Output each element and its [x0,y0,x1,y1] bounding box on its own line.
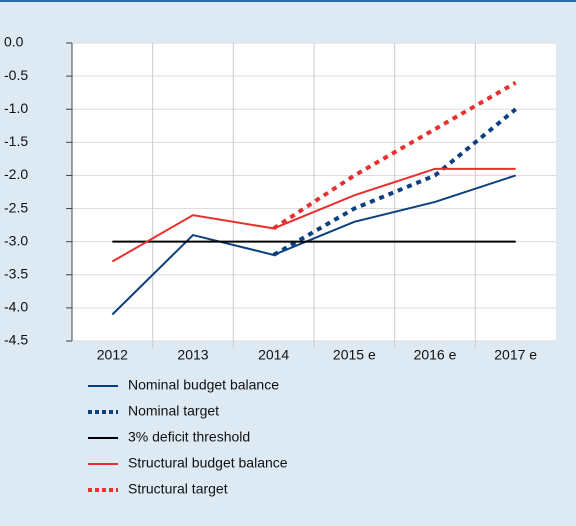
y-tick-label: -1.5 [4,133,28,149]
series-line [111,174,516,316]
y-tick-label: -1.0 [4,100,28,116]
top-border [0,0,576,2]
legend-label: Nominal target [128,403,219,419]
y-tick-label: -3.0 [4,232,28,248]
series-line [272,80,517,231]
legend-label: Nominal budget balance [128,377,279,393]
y-tick-label: -0.5 [4,67,28,83]
legend-label: Structural budget balance [128,455,288,471]
x-tick-label: 2017 e [494,347,537,363]
y-tick-label: -4.0 [4,299,28,315]
series-line [111,167,516,263]
y-tick-label: -2.5 [4,199,28,215]
x-tick-label: 2014 [258,347,289,363]
y-tick-label: -2.0 [4,166,28,182]
x-tick-label: 2015 e [333,347,376,363]
series-line [272,107,517,257]
legend-label: Structural target [128,481,228,497]
x-tick-label: 2016 e [414,347,457,363]
legend-label: 3% deficit threshold [128,429,250,445]
x-tick-label: 2013 [177,347,208,363]
y-tick-label: -3.5 [4,265,28,281]
y-tick-label: 0.0 [4,34,24,50]
x-tick-label: 2012 [97,347,128,363]
y-tick-label: -4.5 [4,332,28,348]
